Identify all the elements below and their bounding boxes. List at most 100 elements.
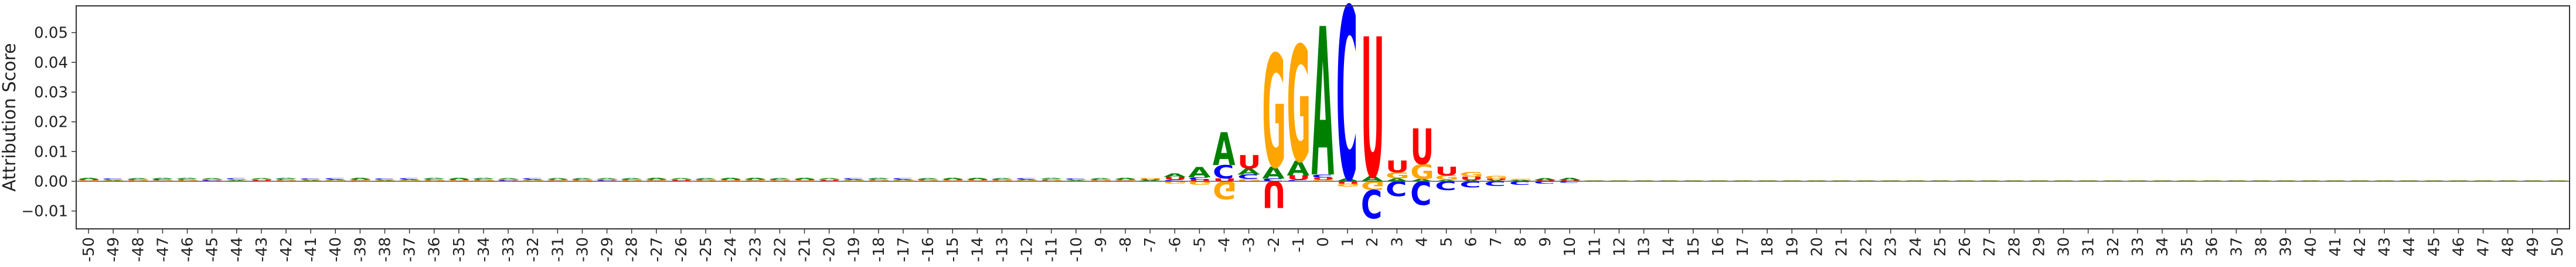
- x-tick-label: 32: [2105, 237, 2122, 256]
- x-tick-label: 19: [1784, 237, 1801, 256]
- logo-letter-A: A: [818, 178, 841, 180]
- x-tick-label: -33: [500, 237, 518, 262]
- logo-letter-A: A: [1534, 178, 1557, 181]
- logo-letter-A: A: [423, 178, 446, 180]
- x-tick-label: 8: [1512, 237, 1530, 247]
- x-tick-label: -31: [549, 237, 567, 262]
- x-tick-label: -34: [475, 237, 493, 262]
- x-tick-label: 34: [2154, 237, 2172, 256]
- x-tick-label: -20: [821, 237, 839, 262]
- x-tick-label: 0: [1315, 237, 1332, 247]
- logo-letter-A: A: [2472, 180, 2495, 181]
- logo-letter-A: A: [719, 177, 743, 180]
- logo-letter-A: A: [2496, 180, 2520, 181]
- logo-letter-A: A: [1756, 180, 1779, 181]
- logo-letter-A: A: [620, 178, 644, 180]
- y-axis: −0.010.000.010.020.030.040.05: [21, 25, 76, 221]
- x-tick-label: -28: [624, 237, 641, 262]
- logo-letter-A: A: [793, 177, 816, 180]
- logo-letter-A: A: [1682, 180, 1705, 181]
- x-tick-label: -21: [797, 237, 814, 262]
- logo-letter-C: C: [373, 178, 394, 180]
- x-tick-label: 14: [1660, 237, 1678, 256]
- logo-letter-A: A: [2398, 180, 2421, 181]
- x-tick-label: -32: [525, 237, 542, 262]
- x-tick-label: 38: [2253, 237, 2271, 256]
- x-tick-label: 47: [2475, 237, 2493, 256]
- logo-letter-C: C: [1361, 181, 1382, 226]
- x-tick-label: -39: [352, 237, 369, 262]
- logo-letter-G: G: [1287, 13, 1311, 198]
- y-tick-label: 0.01: [34, 143, 68, 161]
- logo-letter-U: U: [1262, 172, 1285, 214]
- logo-letter-A: A: [497, 178, 520, 180]
- x-tick-label: -22: [771, 237, 789, 262]
- x-tick-label: 24: [1907, 237, 1925, 256]
- x-tick-label: 21: [1833, 237, 1850, 256]
- x-tick-label: -27: [648, 237, 666, 262]
- x-tick-label: 20: [1808, 237, 1826, 256]
- x-tick-label: 39: [2278, 237, 2295, 256]
- logo-letter-U: U: [1386, 158, 1409, 177]
- x-tick-label: 27: [1981, 237, 1999, 256]
- x-tick-label: 50: [2549, 237, 2567, 256]
- x-tick-label: 26: [1956, 237, 1974, 256]
- logo-letter-C: C: [1015, 178, 1036, 180]
- logo-letter-A: A: [571, 178, 594, 180]
- logo-letter-C: C: [300, 178, 321, 180]
- logo-letter-A: A: [1830, 180, 1853, 181]
- logo-letters: CGUAUAGCUGCAUGCAUGCAUCGAUAGCCUGAUGCAUAGC…: [77, 0, 2570, 234]
- logo-letter-C: C: [1484, 180, 1505, 187]
- logo-letter-A: A: [176, 178, 199, 180]
- logo-letter-A: A: [1978, 180, 2002, 181]
- x-tick-label: 43: [2376, 237, 2394, 256]
- x-axis: -50 -49 -48 -47 -46 -45 -44 -43 -42 -41 -40 -39 -38-…: [80, 229, 2567, 262]
- logo-letter-C: C: [842, 178, 863, 180]
- logo-letter-A: A: [966, 177, 989, 180]
- logo-letter-A: A: [447, 177, 471, 180]
- logo-letter-A: A: [744, 177, 767, 180]
- logo-letter-A: A: [1929, 180, 1952, 181]
- logo-letter-A: A: [472, 178, 496, 180]
- x-tick-label: 12: [1611, 237, 1628, 256]
- x-tick-label: 1: [1339, 237, 1357, 247]
- logo-letter-A: A: [2027, 180, 2051, 181]
- x-tick-label: -7: [1142, 237, 1159, 252]
- x-tick-label: 36: [2203, 237, 2221, 256]
- x-tick-label: -19: [846, 237, 863, 262]
- x-tick-label: -30: [574, 237, 591, 262]
- logo-letter-A: A: [2373, 180, 2397, 181]
- logo-letter-U: U: [1435, 164, 1458, 178]
- logo-letter-A: A: [1608, 180, 1631, 181]
- logo-letter-A: A: [250, 178, 274, 180]
- logo-letter-A: A: [2151, 180, 2175, 181]
- x-tick-label: -29: [599, 237, 617, 262]
- logo-letter-A: A: [1163, 173, 1186, 178]
- x-tick-label: -49: [105, 237, 122, 262]
- x-tick-label: -38: [376, 237, 394, 262]
- y-tick-label: 0.04: [34, 54, 68, 72]
- logo-letter-G: G: [1459, 171, 1483, 178]
- x-tick-label: -3: [1241, 237, 1258, 252]
- x-tick-label: 41: [2327, 237, 2344, 256]
- logo-letter-G: G: [1336, 182, 1360, 187]
- logo-letter-G: G: [1484, 175, 1508, 180]
- logo-letter-A: A: [917, 178, 940, 180]
- logo-letter-A: A: [1707, 180, 1730, 181]
- logo-letter-A: A: [1854, 180, 1878, 181]
- logo-letter-A: A: [2323, 180, 2347, 181]
- y-tick-label: 0.02: [34, 114, 68, 131]
- logo-letter-A: A: [2349, 180, 2372, 181]
- logo-letter-A: A: [1312, 0, 1334, 223]
- logo-letter-U: U: [1237, 151, 1261, 173]
- logo-letter-A: A: [2126, 180, 2150, 181]
- x-tick-label: 11: [1586, 237, 1604, 256]
- logo-letter-A: A: [941, 177, 965, 180]
- x-tick-label: 49: [2524, 237, 2542, 256]
- x-tick-label: 10: [1561, 237, 1579, 256]
- logo-letter-A: A: [1114, 178, 1138, 180]
- x-tick-label: -8: [1117, 237, 1135, 252]
- x-tick-label: -11: [1043, 237, 1061, 262]
- logo-letter-A: A: [546, 178, 570, 180]
- logo-letter-C: C: [522, 178, 543, 180]
